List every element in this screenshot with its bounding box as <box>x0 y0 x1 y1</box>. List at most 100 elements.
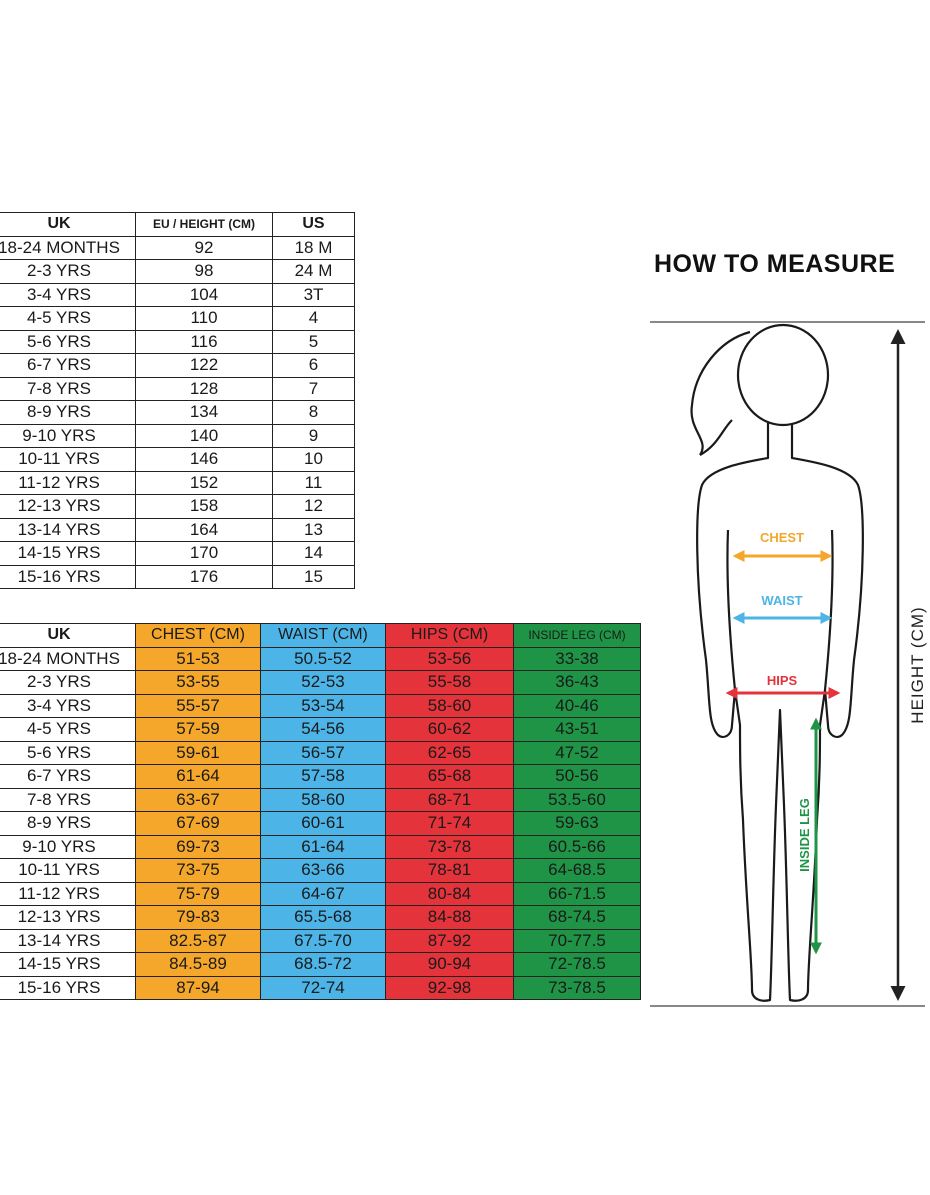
chest-cell: 61-64 <box>135 764 261 789</box>
size-table-row: 12-13 YRS 158 12 <box>0 494 355 519</box>
waist-cell: 58-60 <box>260 787 386 812</box>
chest-cell: 51-53 <box>135 646 261 671</box>
uk-size-cell: 11-12 YRS <box>0 470 136 495</box>
inside-leg-cell: 43-51 <box>513 717 641 742</box>
waist-column-header: WAIST (CM) <box>260 623 386 648</box>
measure-table-row: 8-9 YRS 67-69 60-61 71-74 59-63 <box>0 811 641 836</box>
size-table-row: 10-11 YRS 146 10 <box>0 447 355 472</box>
eu-height-cell: 134 <box>135 400 273 425</box>
waist-cell: 57-58 <box>260 764 386 789</box>
hips-cell: 53-56 <box>385 646 514 671</box>
chest-cell: 75-79 <box>135 881 261 906</box>
eu-height-cell: 116 <box>135 329 273 354</box>
waist-cell: 60-61 <box>260 811 386 836</box>
waist-cell: 56-57 <box>260 740 386 765</box>
chest-cell: 67-69 <box>135 811 261 836</box>
us-size-cell: 7 <box>272 376 355 401</box>
hips-cell: 65-68 <box>385 764 514 789</box>
uk-size-cell: 15-16 YRS <box>0 564 136 589</box>
us-size-cell: 12 <box>272 494 355 519</box>
chest-cell: 53-55 <box>135 670 261 695</box>
eu-height-cell: 140 <box>135 423 273 448</box>
chest-cell: 69-73 <box>135 834 261 859</box>
hips-column-header: HIPS (CM) <box>385 623 514 648</box>
inside-leg-cell: 70-77.5 <box>513 928 641 953</box>
eu-height-cell: 152 <box>135 470 273 495</box>
measurements-table: UK CHEST (CM) WAIST (CM) HIPS (CM) INSID… <box>0 623 641 1000</box>
measure-table-row: 18-24 MONTHS 51-53 50.5-52 53-56 33-38 <box>0 646 641 671</box>
eu-height-cell: 158 <box>135 494 273 519</box>
uk-size-cell: 18-24 MONTHS <box>0 646 136 671</box>
uk-size-cell: 18-24 MONTHS <box>0 235 136 260</box>
measure-table-header-row: UK CHEST (CM) WAIST (CM) HIPS (CM) INSID… <box>0 623 641 648</box>
size-table-row: 9-10 YRS 140 9 <box>0 423 355 448</box>
hips-cell: 87-92 <box>385 928 514 953</box>
uk-size-cell: 11-12 YRS <box>0 881 136 906</box>
waist-cell: 65.5-68 <box>260 905 386 930</box>
waist-cell: 52-53 <box>260 670 386 695</box>
uk-size-cell: 10-11 YRS <box>0 858 136 883</box>
hips-cell: 55-58 <box>385 670 514 695</box>
hips-cell: 92-98 <box>385 975 514 1000</box>
inside-leg-cell: 59-63 <box>513 811 641 836</box>
waist-cell: 53-54 <box>260 693 386 718</box>
chest-cell: 59-61 <box>135 740 261 765</box>
uk-size-cell: 3-4 YRS <box>0 282 136 307</box>
eu-height-column-header: EU / HEIGHT (CM) <box>135 212 273 237</box>
uk-size-cell: 8-9 YRS <box>0 811 136 836</box>
chest-cell: 79-83 <box>135 905 261 930</box>
hips-cell: 58-60 <box>385 693 514 718</box>
chest-label: CHEST <box>760 530 804 545</box>
uk-size-cell: 9-10 YRS <box>0 423 136 448</box>
measure-table-row: 7-8 YRS 63-67 58-60 68-71 53.5-60 <box>0 787 641 812</box>
eu-height-cell: 104 <box>135 282 273 307</box>
waist-cell: 63-66 <box>260 858 386 883</box>
uk-size-cell: 6-7 YRS <box>0 764 136 789</box>
waist-cell: 50.5-52 <box>260 646 386 671</box>
us-size-cell: 14 <box>272 541 355 566</box>
measure-table-row: 3-4 YRS 55-57 53-54 58-60 40-46 <box>0 693 641 718</box>
eu-height-cell: 164 <box>135 517 273 542</box>
chest-column-header: CHEST (CM) <box>135 623 261 648</box>
us-size-cell: 5 <box>272 329 355 354</box>
uk-column-header: UK <box>0 623 136 648</box>
eu-height-cell: 146 <box>135 447 273 472</box>
uk-size-cell: 7-8 YRS <box>0 787 136 812</box>
inside-leg-cell: 66-71.5 <box>513 881 641 906</box>
inside-leg-cell: 33-38 <box>513 646 641 671</box>
uk-size-cell: 14-15 YRS <box>0 952 136 977</box>
eu-height-cell: 98 <box>135 259 273 284</box>
size-table-row: 18-24 MONTHS 92 18 M <box>0 235 355 260</box>
measure-table-row: 6-7 YRS 61-64 57-58 65-68 50-56 <box>0 764 641 789</box>
waist-cell: 68.5-72 <box>260 952 386 977</box>
hips-cell: 62-65 <box>385 740 514 765</box>
inside-leg-cell: 73-78.5 <box>513 975 641 1000</box>
uk-size-cell: 4-5 YRS <box>0 306 136 331</box>
hips-cell: 71-74 <box>385 811 514 836</box>
uk-column-header: UK <box>0 212 136 237</box>
uk-size-cell: 13-14 YRS <box>0 517 136 542</box>
inside-leg-cell: 50-56 <box>513 764 641 789</box>
uk-size-cell: 10-11 YRS <box>0 447 136 472</box>
us-size-cell: 18 M <box>272 235 355 260</box>
chest-cell: 84.5-89 <box>135 952 261 977</box>
eu-height-cell: 122 <box>135 353 273 378</box>
uk-size-cell: 7-8 YRS <box>0 376 136 401</box>
height-label: HEIGHT (CM) <box>908 606 927 723</box>
us-size-cell: 10 <box>272 447 355 472</box>
us-size-cell: 6 <box>272 353 355 378</box>
us-size-cell: 9 <box>272 423 355 448</box>
uk-size-cell: 12-13 YRS <box>0 494 136 519</box>
us-size-cell: 11 <box>272 470 355 495</box>
size-table-row: 5-6 YRS 116 5 <box>0 329 355 354</box>
inside-leg-cell: 53.5-60 <box>513 787 641 812</box>
size-table-row: 6-7 YRS 122 6 <box>0 353 355 378</box>
inside-leg-cell: 60.5-66 <box>513 834 641 859</box>
size-table-row: 14-15 YRS 170 14 <box>0 541 355 566</box>
uk-size-cell: 3-4 YRS <box>0 693 136 718</box>
hips-cell: 80-84 <box>385 881 514 906</box>
us-size-cell: 24 M <box>272 259 355 284</box>
measure-table-row: 9-10 YRS 69-73 61-64 73-78 60.5-66 <box>0 834 641 859</box>
us-size-cell: 3T <box>272 282 355 307</box>
uk-size-cell: 4-5 YRS <box>0 717 136 742</box>
